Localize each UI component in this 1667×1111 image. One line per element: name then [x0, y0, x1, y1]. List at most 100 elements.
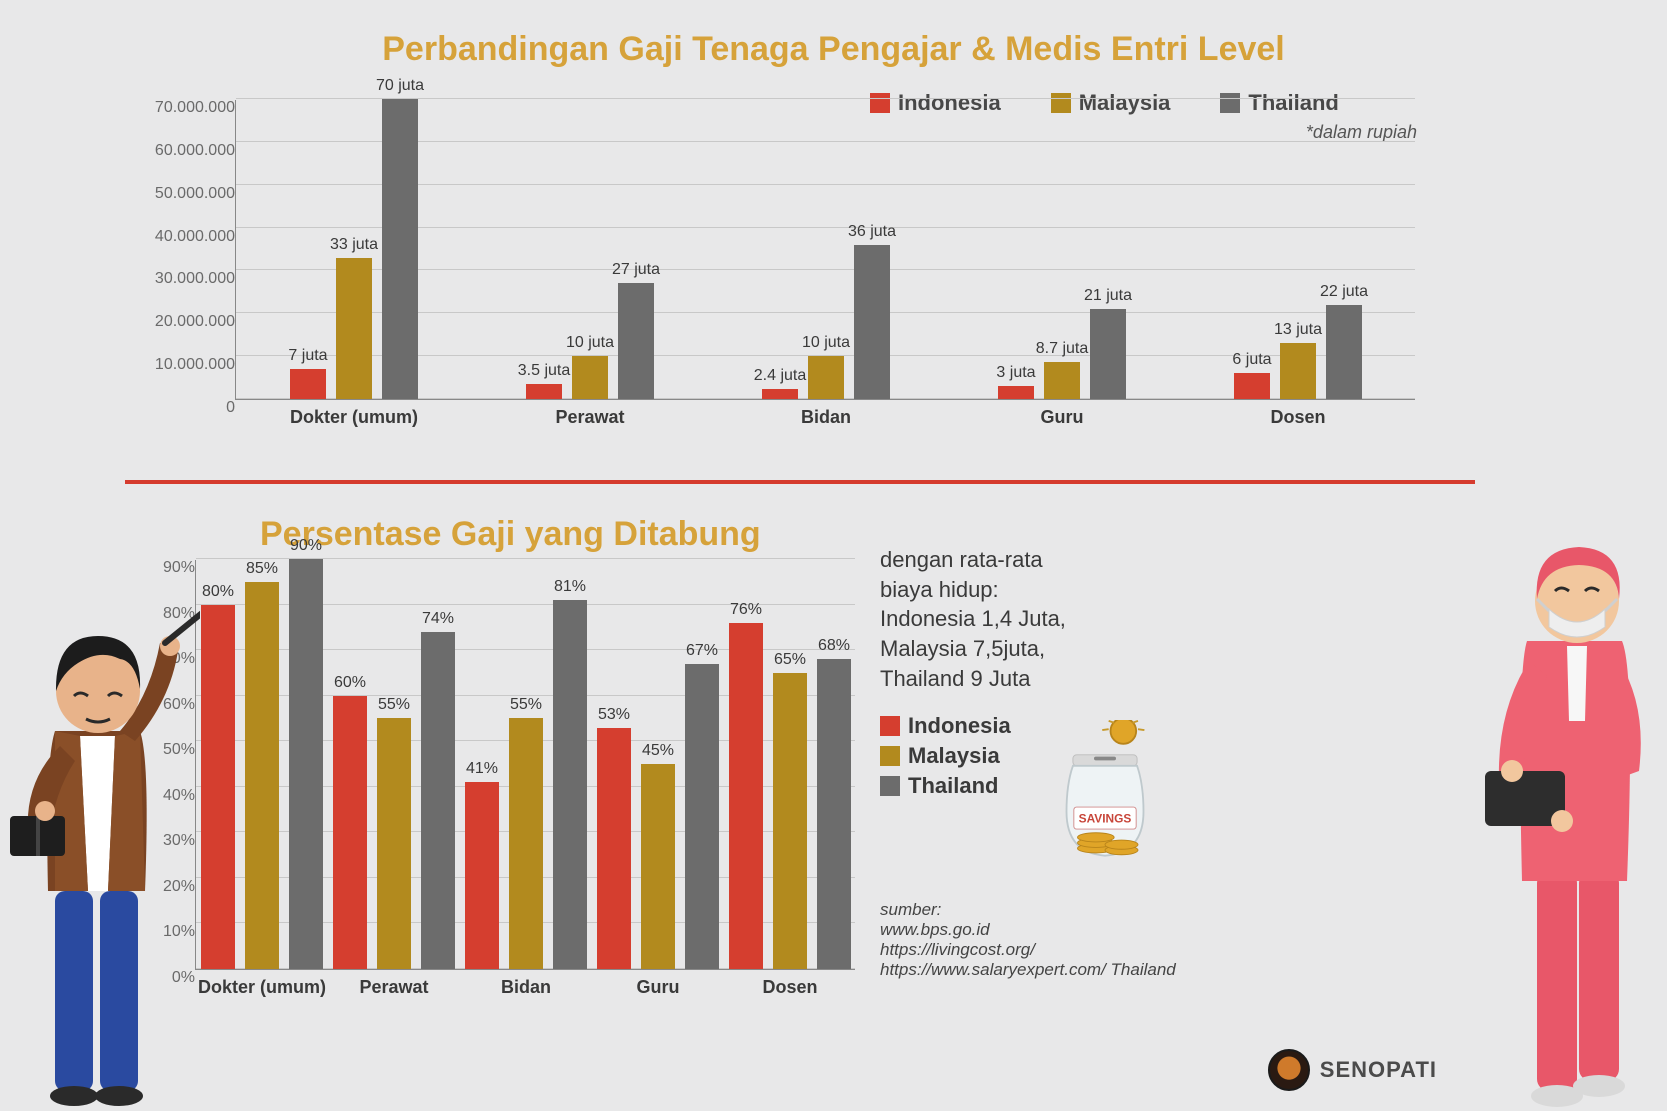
legend-label: Indonesia [908, 711, 1011, 741]
bar-thailand: 90% [289, 559, 323, 969]
legend-label: Malaysia [908, 741, 1000, 771]
bar-group: 60%55%74%Perawat [328, 632, 460, 969]
bar-indonesia: 76% [729, 623, 763, 969]
swatch-indonesia [880, 716, 900, 736]
chart1-title: Perbandingan Gaji Tenaga Pengajar & Medi… [0, 30, 1667, 69]
x-category-label: Guru [1041, 407, 1084, 428]
savings-jar-icon: SAVINGS [1050, 720, 1160, 867]
bar-malaysia: 65% [773, 673, 807, 969]
bar-value-label: 36 juta [848, 223, 896, 241]
bar-value-label: 74% [422, 610, 454, 628]
y-tick: 50.000.000 [125, 185, 235, 203]
bar-thailand: 81% [553, 600, 587, 969]
info-line: Thailand 9 Juta [880, 664, 1200, 694]
info-line: Indonesia 1,4 Juta, [880, 604, 1200, 634]
x-category-label: Bidan [501, 977, 551, 998]
x-category-label: Dokter (umum) [290, 407, 418, 428]
swatch-thailand [880, 776, 900, 796]
bar-value-label: 68% [818, 637, 850, 655]
bar-value-label: 85% [246, 560, 278, 578]
y-tick: 30.000.000 [125, 270, 235, 288]
bar-thailand: 21 juta [1090, 309, 1126, 399]
bar-value-label: 41% [466, 760, 498, 778]
y-tick: 70.000.000 [125, 99, 235, 117]
bar-malaysia: 13 juta [1280, 343, 1316, 399]
y-tick: 20.000.000 [125, 313, 235, 331]
bar-indonesia: 6 juta [1234, 373, 1270, 399]
bar-group: 7 juta33 juta70 jutaDokter (umum) [236, 99, 472, 399]
swatch-malaysia [880, 746, 900, 766]
bar-value-label: 22 juta [1320, 283, 1368, 301]
y-tick: 60.000.000 [125, 142, 235, 160]
bar-group: 2.4 juta10 juta36 jutaBidan [708, 245, 944, 399]
bar-group: 6 juta13 juta22 jutaDosen [1180, 305, 1416, 399]
bar-indonesia: 7 juta [290, 369, 326, 399]
bar-indonesia: 53% [597, 728, 631, 969]
x-category-label: Guru [637, 977, 680, 998]
brand-logo-icon [1268, 1049, 1310, 1091]
bar-group: 80%85%90%Dokter (umum) [196, 559, 328, 969]
bar-group: 3 juta8.7 juta21 jutaGuru [944, 309, 1180, 399]
bar-indonesia: 41% [465, 782, 499, 969]
bar-thailand: 68% [817, 659, 851, 969]
bar-thailand: 70 juta [382, 99, 418, 399]
chart1-plot: 7 juta33 juta70 jutaDokter (umum)3.5 jut… [235, 100, 1415, 400]
bar-value-label: 2.4 juta [754, 367, 806, 385]
bar-thailand: 27 juta [618, 283, 654, 399]
y-tick: 10.000.000 [125, 356, 235, 374]
bar-value-label: 80% [202, 583, 234, 601]
x-category-label: Dosen [1270, 407, 1325, 428]
bar-value-label: 3.5 juta [518, 362, 570, 380]
bar-value-label: 45% [642, 742, 674, 760]
bar-value-label: 10 juta [802, 334, 850, 352]
bar-value-label: 6 juta [1232, 351, 1271, 369]
bar-thailand: 36 juta [854, 245, 890, 399]
x-category-label: Bidan [801, 407, 851, 428]
savings-chart: 80%85%90%Dokter (umum)60%55%74%Perawat41… [135, 560, 855, 1000]
bar-malaysia: 55% [509, 718, 543, 969]
bar-group: 53%45%67%Guru [592, 664, 724, 969]
bar-value-label: 33 juta [330, 236, 378, 254]
bar-value-label: 60% [334, 674, 366, 692]
bar-malaysia: 33 juta [336, 258, 372, 399]
y-tick: 0 [125, 399, 235, 417]
bar-indonesia: 60% [333, 696, 367, 969]
bar-value-label: 27 juta [612, 261, 660, 279]
bar-value-label: 90% [290, 537, 322, 555]
chart2-title: Persentase Gaji yang Ditabung [260, 515, 761, 554]
bar-malaysia: 8.7 juta [1044, 362, 1080, 399]
bar-indonesia: 3.5 juta [526, 384, 562, 399]
bar-value-label: 70 juta [376, 77, 424, 95]
bar-value-label: 3 juta [996, 364, 1035, 382]
bar-value-label: 55% [510, 696, 542, 714]
x-category-label: Dokter (umum) [198, 977, 326, 998]
bar-indonesia: 80% [201, 605, 235, 969]
bar-value-label: 55% [378, 696, 410, 714]
bar-thailand: 22 juta [1326, 305, 1362, 399]
bar-thailand: 74% [421, 632, 455, 969]
bar-thailand: 67% [685, 664, 719, 969]
bar-value-label: 13 juta [1274, 321, 1322, 339]
source-line: https://livingcost.org/ [880, 940, 1176, 960]
bar-value-label: 21 juta [1084, 287, 1132, 305]
source-label: sumber: [880, 900, 1176, 920]
info-line: biaya hidup: [880, 575, 1200, 605]
legend-label: Thailand [908, 771, 998, 801]
bar-group: 41%55%81%Bidan [460, 600, 592, 969]
info-line: Malaysia 7,5juta, [880, 634, 1200, 664]
bar-value-label: 8.7 juta [1036, 340, 1088, 358]
source-list: sumber: www.bps.go.id https://livingcost… [880, 900, 1176, 980]
nurse-illustration [1467, 471, 1667, 1111]
bar-malaysia: 55% [377, 718, 411, 969]
bar-indonesia: 2.4 juta [762, 389, 798, 399]
section-divider [125, 480, 1475, 484]
bar-malaysia: 10 juta [808, 356, 844, 399]
bar-value-label: 76% [730, 601, 762, 619]
source-line: www.bps.go.id [880, 920, 1176, 940]
bar-value-label: 81% [554, 578, 586, 596]
bar-value-label: 53% [598, 706, 630, 724]
bar-value-label: 10 juta [566, 334, 614, 352]
brand-name: SENOPATI [1320, 1057, 1437, 1083]
bar-indonesia: 3 juta [998, 386, 1034, 399]
bar-value-label: 67% [686, 642, 718, 660]
